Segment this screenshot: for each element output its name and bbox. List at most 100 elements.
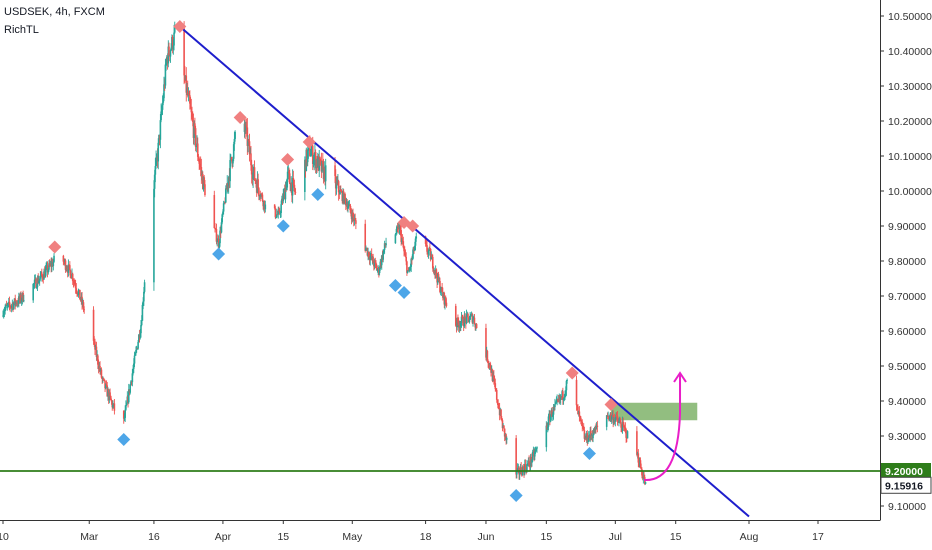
candle-body-467 <box>467 314 469 318</box>
swing-low-marker-0 <box>117 433 131 446</box>
candle-body-255 <box>254 180 257 182</box>
candle-body-614 <box>615 414 618 417</box>
candle-body-539 <box>536 447 538 449</box>
candle-body-90 <box>92 309 95 341</box>
candle-body-223 <box>222 203 225 212</box>
candle-body-627 <box>625 429 627 438</box>
candle-body-571 <box>576 405 579 407</box>
candle-body-70 <box>69 270 72 278</box>
candle-body-200 <box>197 156 200 161</box>
candle-body-386 <box>383 249 385 253</box>
candle-body-280 <box>281 198 283 205</box>
candle-body-502 <box>500 418 503 421</box>
swing-low-marker-5 <box>397 286 411 299</box>
candle-body-390 <box>394 234 397 244</box>
indicator-name[interactable]: RichTL <box>4 24 39 36</box>
candle-body-526 <box>526 464 529 465</box>
candle-body-122 <box>124 409 126 418</box>
candle-body-506 <box>503 428 506 437</box>
candle-body-31 <box>33 283 35 285</box>
candle-body-29 <box>23 300 25 302</box>
candle-body-191 <box>191 112 193 117</box>
candle-body-209 <box>204 184 206 196</box>
candle-body-121 <box>123 417 126 419</box>
candle-body-329 <box>324 165 327 182</box>
candle-body-212 <box>214 228 217 230</box>
y-tick-label-8: 9.70000 <box>888 291 926 303</box>
candle-body-617 <box>618 421 620 423</box>
candle-body-429 <box>431 256 433 258</box>
chart-title: USDSEK, 4h, FXCM <box>4 6 105 18</box>
swing-high-marker-6 <box>406 219 420 233</box>
x-tick-label-0: 10 <box>0 531 9 543</box>
candle-body-568 <box>565 380 568 391</box>
swing-low-marker-1 <box>212 247 226 261</box>
candle-body-19 <box>15 301 18 305</box>
candle-body-489 <box>491 369 494 381</box>
candle-body-351 <box>349 204 351 211</box>
candle-body-177 <box>172 45 175 50</box>
candle-body-308 <box>309 155 312 157</box>
candle-body-61 <box>63 261 65 263</box>
candle-body-156 <box>157 142 160 162</box>
candle-body-536 <box>534 451 536 457</box>
candle-body-443 <box>441 287 443 292</box>
candle-body-420 <box>424 236 427 244</box>
candle-body-520 <box>522 466 525 469</box>
candle-body-452 <box>456 318 459 328</box>
candle-body-160 <box>160 111 162 121</box>
candle-body-476 <box>473 317 476 324</box>
candle-body-196 <box>194 128 197 147</box>
candle-body-581 <box>583 430 586 439</box>
candle-body-4 <box>5 304 7 309</box>
annotation-lines <box>0 25 880 518</box>
candle-body-120 <box>122 410 125 419</box>
candle-body-347 <box>346 203 349 209</box>
candle-body-465 <box>465 314 468 324</box>
candle-body-150 <box>153 188 155 283</box>
candle-body-601 <box>606 415 609 417</box>
candle-body-483 <box>487 361 489 364</box>
candle-body-320 <box>318 157 321 171</box>
projection-arrow-head <box>673 371 687 383</box>
candle-body-311 <box>311 145 314 164</box>
candle-body-492 <box>493 379 496 384</box>
candle-body-441 <box>439 291 442 293</box>
candle-body-189 <box>189 103 192 109</box>
candle-body-563 <box>562 391 564 400</box>
candle-body-119 <box>113 403 116 411</box>
candle-body-431 <box>432 268 435 272</box>
candle-body-222 <box>222 211 224 215</box>
candle-body-313 <box>313 156 315 161</box>
last-price-tag <box>880 476 932 494</box>
candle-body-246 <box>247 140 250 142</box>
candle-body-117 <box>112 404 114 408</box>
candle-body-380 <box>378 268 381 274</box>
candle-body-505 <box>503 425 505 429</box>
candle-body-510 <box>515 438 517 475</box>
candle-body-136 <box>134 353 137 356</box>
candle-body-51 <box>47 269 50 273</box>
candle-body-236 <box>232 158 234 164</box>
candle-body-391 <box>395 233 397 235</box>
candle-body-254 <box>253 167 256 181</box>
candle-body-210 <box>213 195 216 229</box>
candle-body-620 <box>620 423 622 428</box>
candle-body-337 <box>339 189 341 195</box>
candle-body-201 <box>198 160 201 164</box>
candle-body-65 <box>66 268 68 270</box>
candle-body-250 <box>250 165 253 175</box>
candle-body-101 <box>100 369 103 378</box>
candle-body-195 <box>194 123 196 129</box>
y-tick-label-2: 10.30000 <box>888 81 932 93</box>
candle-body-454 <box>457 322 460 328</box>
candle-body-528 <box>528 460 530 466</box>
candle-body-144 <box>140 325 142 334</box>
candle-body-309 <box>310 151 313 156</box>
candle-body-632 <box>637 453 640 463</box>
swing-low-marker-4 <box>388 279 402 292</box>
candle-body-533 <box>531 451 534 460</box>
candle-body-238 <box>233 138 236 145</box>
candle-body-525 <box>526 464 528 471</box>
